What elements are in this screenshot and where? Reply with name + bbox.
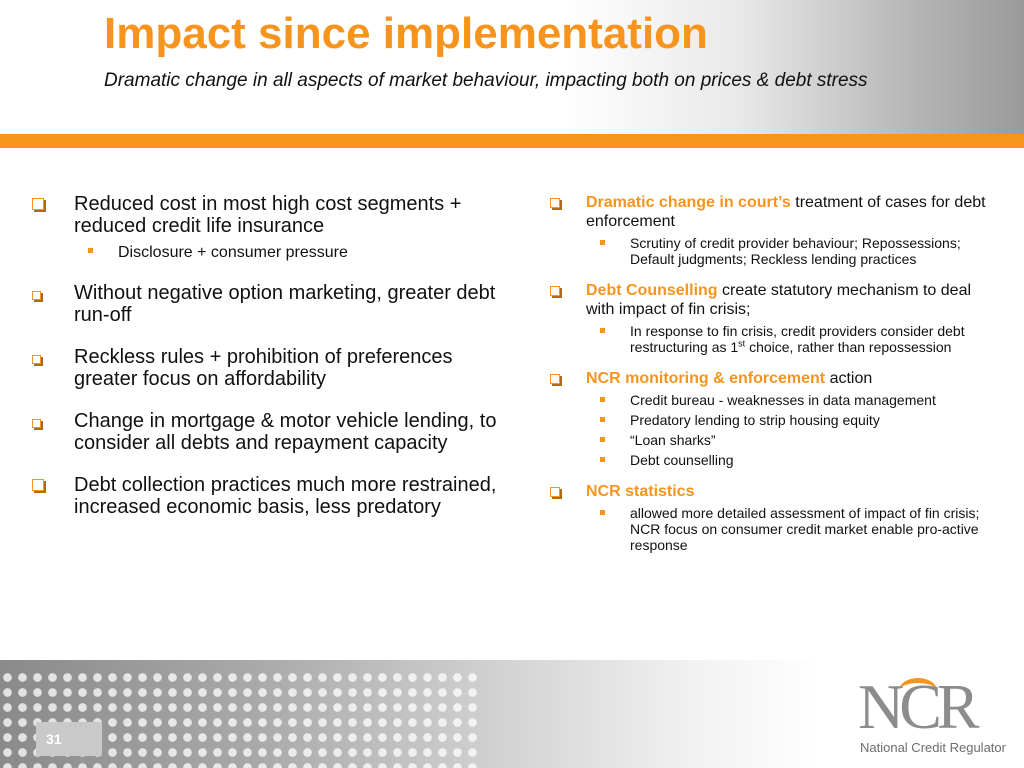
list-item: Debt Counselling create statutory mechan…: [548, 281, 998, 355]
item-text: Debt collection practices much more rest…: [74, 474, 497, 518]
item-text: Without negative option marketing, great…: [74, 282, 496, 326]
checkbox-bullet-icon: [32, 419, 41, 428]
sub-item: “Loan sharks”: [586, 432, 998, 448]
item-highlight: NCR statistics: [586, 483, 695, 500]
ncr-logo: NCR National Credit Regulator: [856, 672, 1016, 762]
checkbox-bullet-icon: [550, 374, 560, 384]
square-bullet-icon: [600, 328, 605, 333]
square-bullet-icon: [600, 510, 605, 515]
right-column: Dramatic change in court’s treatment of …: [548, 193, 998, 567]
slide-title: Impact since implementation: [104, 9, 708, 58]
item-text: action: [825, 370, 873, 387]
sub-item: In response to fin crisis, credit provid…: [586, 323, 998, 355]
square-bullet-icon: [600, 417, 605, 422]
square-bullet-icon: [600, 437, 605, 442]
item-text: Change in mortgage & motor vehicle lendi…: [74, 410, 497, 454]
left-column: Reduced cost in most high cost segments …: [30, 193, 510, 538]
list-item: NCR monitoring & enforcement action Cred…: [548, 369, 998, 468]
checkbox-bullet-icon: [550, 487, 560, 497]
sub-list: allowed more detailed assessment of impa…: [586, 505, 998, 553]
item-highlight: NCR monitoring & enforcement: [586, 370, 826, 387]
sub-item: Scrutiny of credit provider behaviour; R…: [586, 235, 998, 267]
sub-item: Predatory lending to strip housing equit…: [586, 412, 998, 428]
list-item: Reckless rules + prohibition of preferen…: [30, 346, 510, 390]
list-item: Debt collection practices much more rest…: [30, 474, 510, 518]
checkbox-bullet-icon: [550, 198, 560, 208]
square-bullet-icon: [88, 248, 93, 253]
list-item: Dramatic change in court’s treatment of …: [548, 193, 998, 267]
list-item: Reduced cost in most high cost segments …: [30, 193, 510, 262]
sub-item: Debt counselling: [586, 452, 998, 468]
sub-item: Credit bureau - weaknesses in data manag…: [586, 392, 998, 408]
square-bullet-icon: [600, 457, 605, 462]
list-item: NCR statistics allowed more detailed ass…: [548, 482, 998, 553]
item-text: Reduced cost in most high cost segments …: [74, 193, 462, 237]
checkbox-bullet-icon: [32, 198, 44, 210]
sub-list: Scrutiny of credit provider behaviour; R…: [586, 235, 998, 267]
item-text: create statutory mechanism to deal with …: [586, 282, 972, 318]
sub-list: Credit bureau - weaknesses in data manag…: [586, 392, 998, 468]
checkbox-bullet-icon: [32, 291, 41, 300]
list-item: Without negative option marketing, great…: [30, 282, 510, 326]
square-bullet-icon: [600, 397, 605, 402]
sub-item: allowed more detailed assessment of impa…: [586, 505, 998, 553]
checkbox-bullet-icon: [32, 479, 44, 491]
header-band: [0, 0, 1024, 135]
page-number: 31: [36, 722, 102, 756]
logo-text: NCR: [858, 671, 980, 742]
checkbox-bullet-icon: [32, 355, 41, 364]
sub-list: Disclosure + consumer pressure: [74, 243, 510, 262]
sub-item: Disclosure + consumer pressure: [74, 243, 510, 262]
item-text: treatment of cases for debt enforcement: [586, 194, 986, 230]
item-text: Reckless rules + prohibition of preferen…: [74, 346, 453, 390]
list-item: Change in mortgage & motor vehicle lendi…: [30, 410, 510, 454]
item-highlight: Debt Counselling: [586, 282, 718, 299]
item-highlight: Dramatic change in court’s: [586, 194, 791, 211]
square-bullet-icon: [600, 240, 605, 245]
logo-arc-icon: [899, 678, 937, 703]
checkbox-bullet-icon: [550, 286, 560, 296]
header-accent-bar: [0, 134, 1024, 148]
logo-subtitle: National Credit Regulator: [860, 740, 1006, 755]
sub-list: In response to fin crisis, credit provid…: [586, 323, 998, 355]
slide-subtitle: Dramatic change in all aspects of market…: [104, 70, 868, 91]
